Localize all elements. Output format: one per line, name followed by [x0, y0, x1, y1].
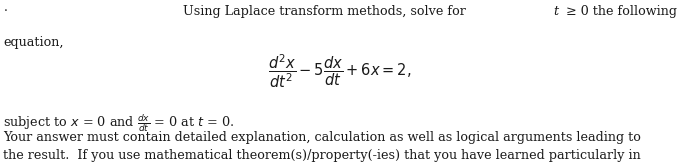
Text: ≥ 0 the following differential: ≥ 0 the following differential	[562, 5, 679, 18]
Text: Using Laplace transform methods, solve for: Using Laplace transform methods, solve f…	[183, 5, 470, 18]
Text: $\dfrac{d^2x}{dt^2} - 5\dfrac{dx}{dt} + 6x = 2,$: $\dfrac{d^2x}{dt^2} - 5\dfrac{dx}{dt} + …	[268, 52, 411, 90]
Text: subject to $x$ = 0 and $\frac{dx}{dt}$ = 0 at $t$ = 0.: subject to $x$ = 0 and $\frac{dx}{dt}$ =…	[3, 112, 234, 133]
Text: t: t	[553, 5, 559, 18]
Text: equation,: equation,	[3, 36, 64, 49]
Text: ·: ·	[3, 5, 7, 18]
Text: Your answer must contain detailed explanation, calculation as well as logical ar: Your answer must contain detailed explan…	[3, 131, 641, 144]
Text: the result.  If you use mathematical theorem(s)/property(-ies) that you have lea: the result. If you use mathematical theo…	[3, 149, 641, 162]
